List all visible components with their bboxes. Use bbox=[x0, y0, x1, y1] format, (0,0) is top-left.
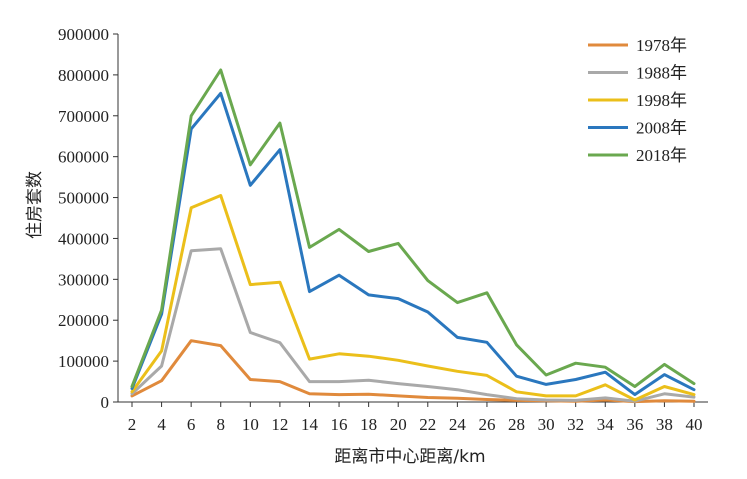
series-line-1998年 bbox=[130, 194, 696, 402]
x-tick-label: 2 bbox=[128, 415, 137, 434]
x-tick-label: 34 bbox=[597, 415, 615, 434]
legend-label: 1978年 bbox=[636, 36, 687, 55]
x-tick-label: 14 bbox=[301, 415, 319, 434]
y-axis-title: 住房套数 bbox=[25, 171, 45, 239]
x-tick-label: 8 bbox=[216, 415, 225, 434]
x-axis-title: 距离市中心距离/km bbox=[334, 447, 485, 467]
legend-label: 1998年 bbox=[636, 91, 687, 110]
x-tick-label: 16 bbox=[331, 415, 348, 434]
x-tick-label: 10 bbox=[242, 415, 259, 434]
legend-label: 2008年 bbox=[636, 119, 687, 138]
x-tick-label: 12 bbox=[271, 415, 288, 434]
y-tick-label: 500000 bbox=[58, 189, 109, 208]
x-tick-label: 36 bbox=[626, 415, 643, 434]
y-tick-label: 600000 bbox=[58, 148, 109, 167]
y-tick-label: 800000 bbox=[58, 66, 109, 85]
y-tick-label: 700000 bbox=[58, 107, 109, 126]
series-line-1978年 bbox=[130, 339, 696, 404]
x-tick-label: 30 bbox=[538, 415, 555, 434]
x-tick-label: 18 bbox=[360, 415, 377, 434]
legend-label: 2018年 bbox=[636, 146, 687, 165]
x-tick-label: 20 bbox=[390, 415, 407, 434]
x-tick-label: 40 bbox=[686, 415, 703, 434]
y-axis: 0 100000 200000 300000 400000 500000 600000 700… bbox=[58, 25, 119, 412]
x-tick-label: 6 bbox=[187, 415, 196, 434]
series-line-2008年 bbox=[130, 91, 696, 397]
y-tick-label: 100000 bbox=[58, 352, 109, 371]
legend-label: 1988年 bbox=[636, 64, 687, 83]
y-tick-label: 900000 bbox=[58, 25, 109, 44]
x-tick-label: 28 bbox=[508, 415, 525, 434]
x-tick-label: 38 bbox=[656, 415, 673, 434]
x-axis: 2 4 6 8 10 12 14 16 18 20 22 24 26 28 30 32 34 36 38 40 bbox=[118, 401, 708, 434]
x-tick-label: 24 bbox=[449, 415, 467, 434]
x-tick-label: 26 bbox=[478, 415, 495, 434]
x-tick-label: 4 bbox=[157, 415, 166, 434]
y-tick-label: 400000 bbox=[58, 229, 109, 248]
y-tick-label: 300000 bbox=[58, 270, 109, 289]
legend: 1978年 1988年 1998年 2008年 2018年 bbox=[588, 36, 687, 165]
series-line-2018年 bbox=[130, 68, 696, 388]
y-tick-label: 200000 bbox=[58, 311, 109, 330]
series-lines bbox=[130, 68, 696, 404]
x-tick-label: 32 bbox=[567, 415, 584, 434]
y-tick-label: 0 bbox=[101, 393, 110, 412]
x-tick-label: 22 bbox=[419, 415, 436, 434]
series-line-1988年 bbox=[130, 247, 696, 403]
